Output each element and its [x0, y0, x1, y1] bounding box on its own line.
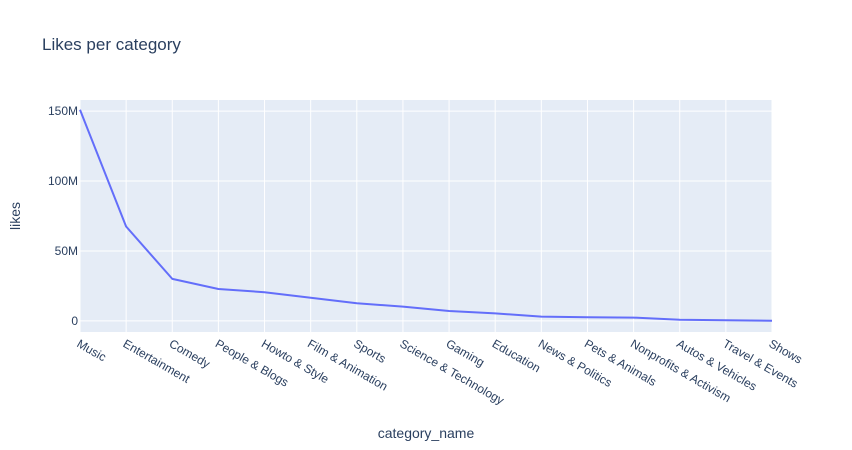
y-tick-label: 150M	[48, 104, 78, 118]
y-tick-label: 50M	[55, 244, 78, 258]
y-gridlines	[80, 110, 772, 322]
chart-title: Likes per category	[42, 35, 181, 54]
x-tick-label: Education	[490, 336, 543, 375]
y-axis-tick-labels: 0 50M 100M 150M	[48, 104, 78, 328]
x-gridlines	[79, 100, 773, 332]
x-axis-title: category_name	[378, 425, 475, 441]
y-axis-title: likes	[7, 202, 23, 230]
x-tick-label: Music	[75, 336, 109, 364]
plot-area	[80, 100, 772, 332]
likes-series-line[interactable]	[79, 109, 773, 322]
x-tick-label: Film & Animation	[305, 336, 390, 393]
y-tick-label: 0	[71, 314, 78, 328]
y-tick-label: 100M	[48, 174, 78, 188]
